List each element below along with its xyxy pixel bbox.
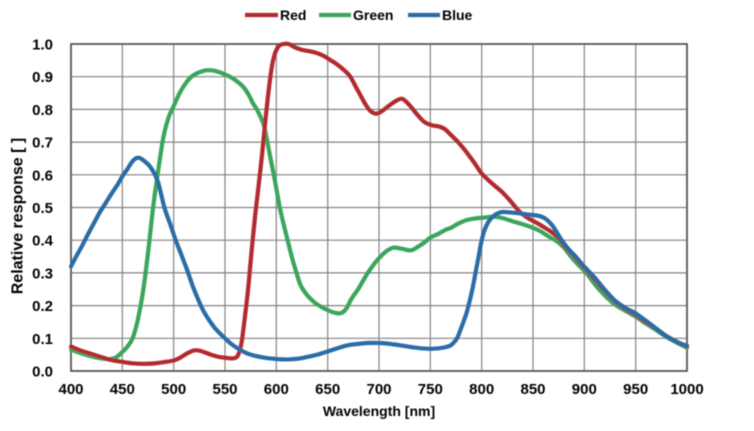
svg-text:0.6: 0.6 xyxy=(32,167,53,184)
svg-text:500: 500 xyxy=(161,381,186,398)
svg-text:800: 800 xyxy=(469,381,494,398)
svg-text:600: 600 xyxy=(264,381,289,398)
svg-text:0.4: 0.4 xyxy=(32,233,54,250)
svg-text:400: 400 xyxy=(58,381,83,398)
svg-text:850: 850 xyxy=(520,381,545,398)
svg-text:0.3: 0.3 xyxy=(32,265,53,282)
svg-text:Wavelength [nm]: Wavelength [nm] xyxy=(323,403,435,419)
svg-text:450: 450 xyxy=(110,381,135,398)
svg-text:0.0: 0.0 xyxy=(32,364,53,381)
svg-text:1000: 1000 xyxy=(670,381,703,398)
svg-text:900: 900 xyxy=(572,381,597,398)
svg-text:0.5: 0.5 xyxy=(32,200,53,217)
svg-text:700: 700 xyxy=(366,381,391,398)
svg-text:0.1: 0.1 xyxy=(32,331,53,348)
svg-text:Relative response [ ]: Relative response [ ] xyxy=(10,138,27,295)
svg-text:0.7: 0.7 xyxy=(32,135,53,152)
svg-text:1.0: 1.0 xyxy=(32,37,53,54)
svg-text:950: 950 xyxy=(623,381,648,398)
svg-text:0.2: 0.2 xyxy=(32,298,53,315)
svg-text:Red: Red xyxy=(280,7,306,23)
svg-text:Blue: Blue xyxy=(442,7,473,23)
svg-text:0.9: 0.9 xyxy=(32,69,53,86)
svg-text:650: 650 xyxy=(315,381,340,398)
svg-text:0.8: 0.8 xyxy=(32,102,53,119)
svg-text:750: 750 xyxy=(418,381,443,398)
svg-text:550: 550 xyxy=(212,381,237,398)
svg-text:Green: Green xyxy=(353,7,393,23)
